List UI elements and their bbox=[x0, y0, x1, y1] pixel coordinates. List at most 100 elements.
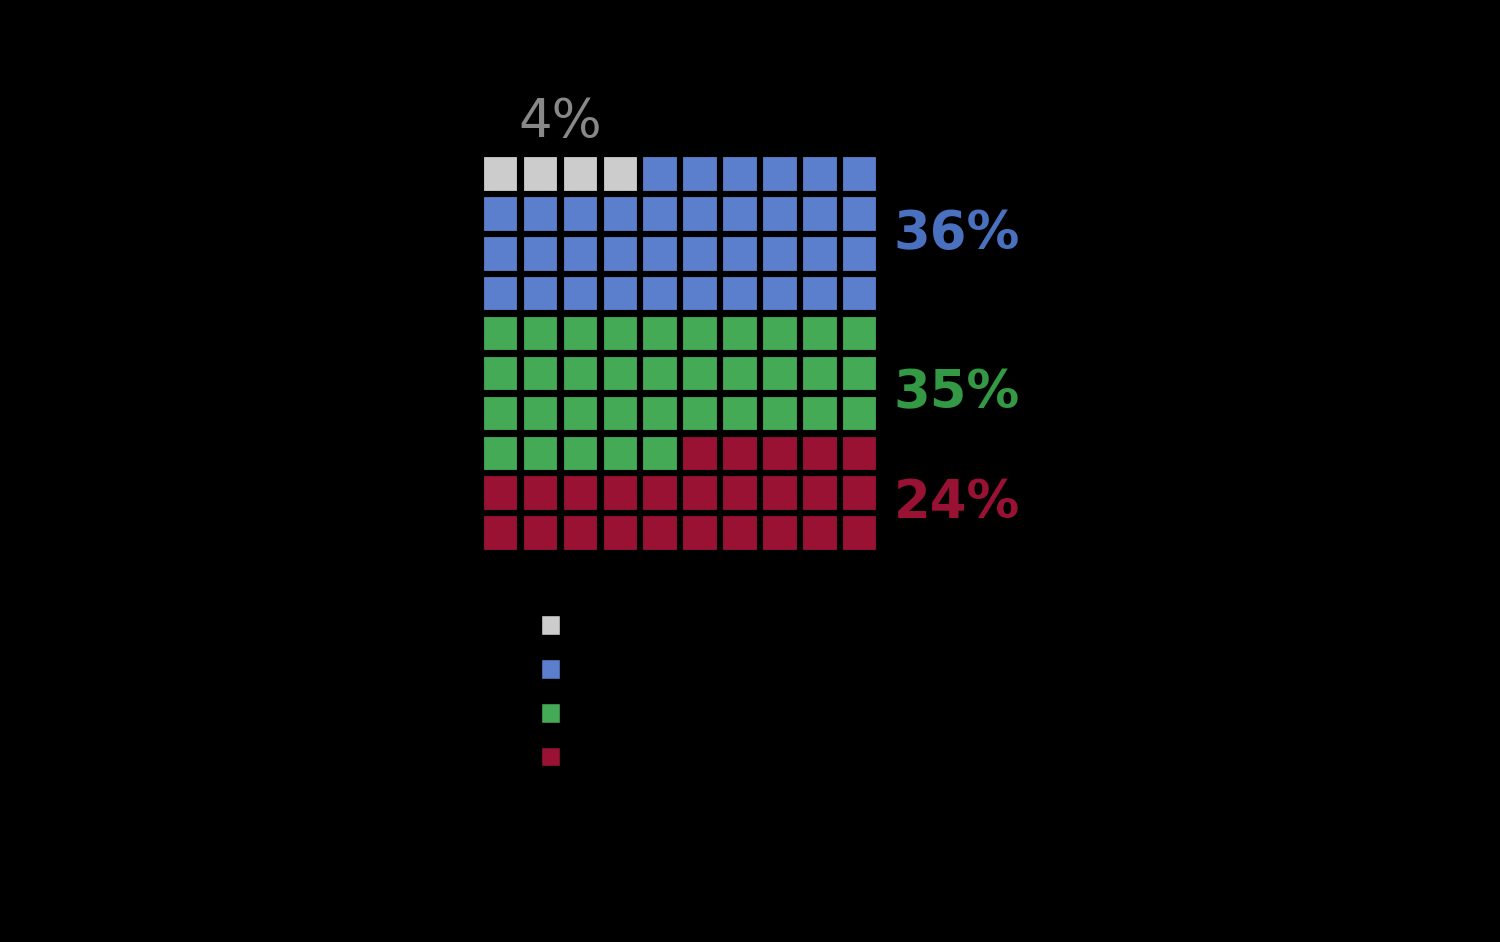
FancyBboxPatch shape bbox=[722, 236, 759, 272]
FancyBboxPatch shape bbox=[540, 703, 561, 723]
FancyBboxPatch shape bbox=[642, 315, 680, 352]
FancyBboxPatch shape bbox=[722, 155, 759, 193]
FancyBboxPatch shape bbox=[801, 195, 838, 233]
FancyBboxPatch shape bbox=[722, 434, 759, 472]
Text: 24%: 24% bbox=[894, 478, 1020, 529]
FancyBboxPatch shape bbox=[642, 275, 680, 313]
FancyBboxPatch shape bbox=[642, 514, 680, 552]
FancyBboxPatch shape bbox=[602, 514, 639, 552]
FancyBboxPatch shape bbox=[842, 315, 879, 352]
FancyBboxPatch shape bbox=[561, 355, 598, 392]
FancyBboxPatch shape bbox=[681, 355, 718, 392]
FancyBboxPatch shape bbox=[482, 355, 519, 392]
FancyBboxPatch shape bbox=[522, 434, 560, 472]
FancyBboxPatch shape bbox=[482, 475, 519, 512]
FancyBboxPatch shape bbox=[760, 195, 798, 233]
FancyBboxPatch shape bbox=[681, 395, 718, 432]
FancyBboxPatch shape bbox=[681, 236, 718, 272]
FancyBboxPatch shape bbox=[681, 155, 718, 193]
FancyBboxPatch shape bbox=[642, 195, 680, 233]
FancyBboxPatch shape bbox=[801, 155, 838, 193]
FancyBboxPatch shape bbox=[561, 475, 598, 512]
FancyBboxPatch shape bbox=[681, 475, 718, 512]
FancyBboxPatch shape bbox=[482, 275, 519, 313]
FancyBboxPatch shape bbox=[602, 315, 639, 352]
FancyBboxPatch shape bbox=[760, 315, 798, 352]
FancyBboxPatch shape bbox=[681, 315, 718, 352]
FancyBboxPatch shape bbox=[842, 395, 879, 432]
FancyBboxPatch shape bbox=[522, 355, 560, 392]
FancyBboxPatch shape bbox=[642, 155, 680, 193]
FancyBboxPatch shape bbox=[722, 195, 759, 233]
FancyBboxPatch shape bbox=[801, 395, 838, 432]
FancyBboxPatch shape bbox=[540, 615, 561, 635]
FancyBboxPatch shape bbox=[842, 434, 879, 472]
FancyBboxPatch shape bbox=[522, 395, 560, 432]
FancyBboxPatch shape bbox=[842, 355, 879, 392]
FancyBboxPatch shape bbox=[760, 275, 798, 313]
FancyBboxPatch shape bbox=[760, 475, 798, 512]
FancyBboxPatch shape bbox=[522, 155, 560, 193]
FancyBboxPatch shape bbox=[842, 475, 879, 512]
FancyBboxPatch shape bbox=[522, 236, 560, 272]
FancyBboxPatch shape bbox=[801, 315, 838, 352]
FancyBboxPatch shape bbox=[722, 275, 759, 313]
FancyBboxPatch shape bbox=[561, 275, 598, 313]
FancyBboxPatch shape bbox=[561, 395, 598, 432]
FancyBboxPatch shape bbox=[561, 514, 598, 552]
FancyBboxPatch shape bbox=[681, 434, 718, 472]
FancyBboxPatch shape bbox=[801, 434, 838, 472]
FancyBboxPatch shape bbox=[602, 155, 639, 193]
FancyBboxPatch shape bbox=[602, 475, 639, 512]
FancyBboxPatch shape bbox=[482, 236, 519, 272]
FancyBboxPatch shape bbox=[602, 434, 639, 472]
FancyBboxPatch shape bbox=[602, 236, 639, 272]
FancyBboxPatch shape bbox=[801, 236, 838, 272]
FancyBboxPatch shape bbox=[760, 434, 798, 472]
FancyBboxPatch shape bbox=[722, 475, 759, 512]
Text: 35%: 35% bbox=[894, 367, 1020, 419]
FancyBboxPatch shape bbox=[561, 434, 598, 472]
FancyBboxPatch shape bbox=[561, 236, 598, 272]
FancyBboxPatch shape bbox=[842, 275, 879, 313]
FancyBboxPatch shape bbox=[482, 514, 519, 552]
FancyBboxPatch shape bbox=[722, 395, 759, 432]
FancyBboxPatch shape bbox=[801, 475, 838, 512]
FancyBboxPatch shape bbox=[522, 195, 560, 233]
FancyBboxPatch shape bbox=[642, 475, 680, 512]
FancyBboxPatch shape bbox=[722, 514, 759, 552]
Text: 4%: 4% bbox=[519, 96, 603, 149]
FancyBboxPatch shape bbox=[522, 475, 560, 512]
FancyBboxPatch shape bbox=[602, 355, 639, 392]
FancyBboxPatch shape bbox=[681, 514, 718, 552]
FancyBboxPatch shape bbox=[522, 514, 560, 552]
FancyBboxPatch shape bbox=[602, 195, 639, 233]
FancyBboxPatch shape bbox=[760, 355, 798, 392]
FancyBboxPatch shape bbox=[540, 658, 561, 678]
FancyBboxPatch shape bbox=[602, 395, 639, 432]
FancyBboxPatch shape bbox=[760, 395, 798, 432]
FancyBboxPatch shape bbox=[842, 236, 879, 272]
FancyBboxPatch shape bbox=[801, 514, 838, 552]
FancyBboxPatch shape bbox=[842, 195, 879, 233]
FancyBboxPatch shape bbox=[482, 434, 519, 472]
FancyBboxPatch shape bbox=[801, 275, 838, 313]
FancyBboxPatch shape bbox=[801, 355, 838, 392]
FancyBboxPatch shape bbox=[482, 315, 519, 352]
FancyBboxPatch shape bbox=[642, 395, 680, 432]
FancyBboxPatch shape bbox=[602, 275, 639, 313]
FancyBboxPatch shape bbox=[760, 155, 798, 193]
FancyBboxPatch shape bbox=[842, 514, 879, 552]
FancyBboxPatch shape bbox=[561, 155, 598, 193]
FancyBboxPatch shape bbox=[681, 275, 718, 313]
FancyBboxPatch shape bbox=[722, 315, 759, 352]
FancyBboxPatch shape bbox=[561, 315, 598, 352]
FancyBboxPatch shape bbox=[642, 434, 680, 472]
FancyBboxPatch shape bbox=[722, 355, 759, 392]
FancyBboxPatch shape bbox=[760, 236, 798, 272]
FancyBboxPatch shape bbox=[540, 746, 561, 767]
FancyBboxPatch shape bbox=[642, 355, 680, 392]
FancyBboxPatch shape bbox=[482, 195, 519, 233]
Text: 36%: 36% bbox=[894, 208, 1020, 260]
FancyBboxPatch shape bbox=[522, 315, 560, 352]
